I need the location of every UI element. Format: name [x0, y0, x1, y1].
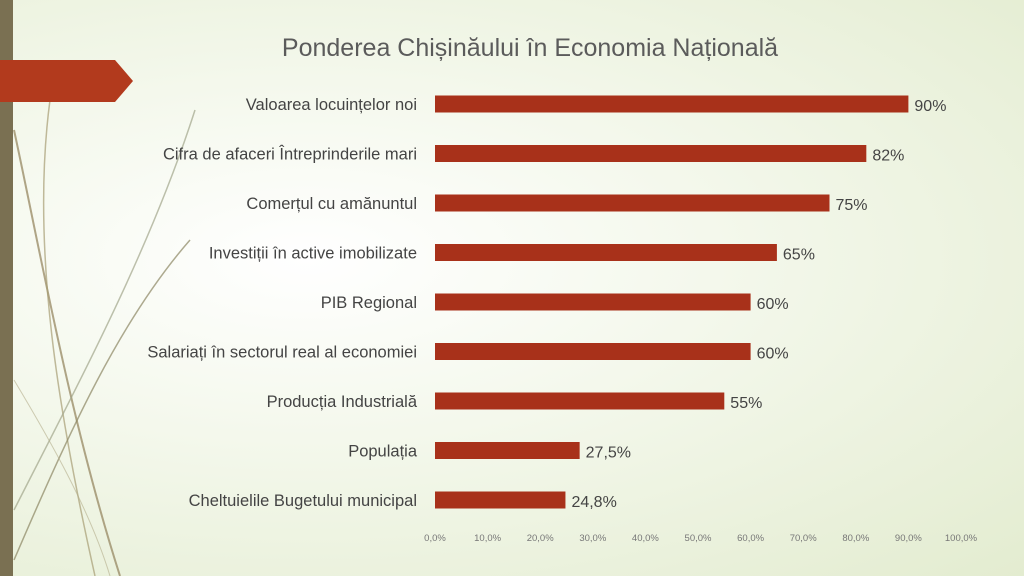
x-tick-label: 90,0%: [895, 533, 922, 544]
data-label: 82%: [872, 148, 904, 165]
bar: [435, 343, 751, 360]
bar: [435, 392, 725, 410]
x-tick-label: 40,0%: [632, 533, 659, 544]
bar: [435, 442, 580, 459]
category-label: Populația: [348, 443, 418, 461]
x-tick-label: 30,0%: [579, 533, 606, 544]
data-label: 60%: [757, 296, 789, 313]
bar: [435, 194, 830, 212]
decorative-curves: [13, 99, 196, 576]
data-label: 65%: [783, 247, 815, 264]
bar: [435, 491, 566, 509]
bar: [435, 145, 867, 162]
category-label: Producția Industrială: [267, 393, 418, 411]
category-label: Cheltuielile Bugetului municipal: [189, 492, 417, 510]
chart-title: Ponderea Chișinăului în Economia Naționa…: [281, 34, 779, 62]
category-label: Investiții în active imobilizate: [209, 245, 417, 263]
category-label: Valoarea locuințelor noi: [246, 96, 417, 114]
category-label: Comerțul cu amănuntul: [246, 195, 417, 213]
data-label: 90%: [914, 98, 946, 115]
data-label: 55%: [730, 395, 762, 412]
arrow-decor: [0, 60, 133, 102]
x-tick-label: 100,0%: [945, 533, 978, 544]
x-tick-label: 70,0%: [790, 533, 817, 544]
data-label: 24,8%: [571, 494, 616, 511]
data-label: 27,5%: [586, 445, 631, 462]
bar: [435, 293, 751, 311]
data-label: 60%: [757, 346, 789, 363]
bar: [435, 244, 777, 261]
category-label: Cifra de afaceri Întreprinderile mari: [163, 145, 417, 164]
left-decor-bar: [0, 0, 13, 576]
x-tick-label: 60,0%: [737, 533, 764, 544]
x-tick-label: 20,0%: [527, 533, 554, 544]
category-label: PIB Regional: [321, 294, 417, 312]
category-label: Salariați în sectorul real al economiei: [147, 344, 417, 362]
bar: [435, 95, 909, 113]
x-tick-label: 80,0%: [842, 533, 869, 544]
data-label: 75%: [836, 197, 868, 214]
x-tick-label: 50,0%: [685, 533, 712, 544]
x-tick-label: 10,0%: [474, 533, 501, 544]
x-tick-label: 0,0%: [424, 533, 446, 544]
